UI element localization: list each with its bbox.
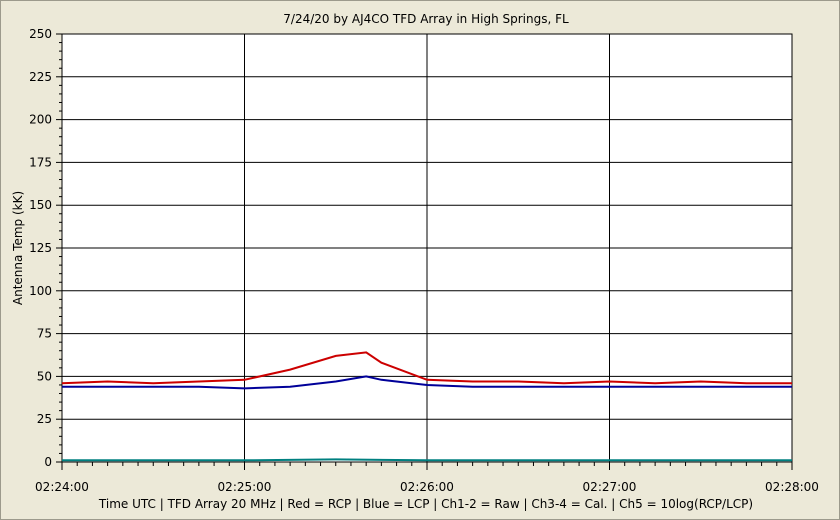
series-line-rcp [61,351,792,385]
y-tick-label: 175 [29,155,52,169]
y-tick-label: 250 [29,27,52,41]
x-tick-label: 02:26:00 [400,480,454,494]
y-tick-label: 150 [29,198,52,212]
y-axis: 0 25 50 75 100 125 150 175 200 225 250 [29,27,62,469]
y-tick-label: 50 [37,369,52,383]
y-axis-label: Antenna Temp (kK) [11,191,25,305]
x-tick-label: 02:28:00 [765,480,819,494]
series-line-lcp [62,375,792,390]
series-group [61,351,792,462]
chart-title: 7/24/20 by AJ4CO TFD Array in High Sprin… [283,12,569,26]
y-tick-label: 125 [29,241,52,255]
series-line-ch5 [62,458,792,462]
grid-lines [62,34,792,462]
y-tick-label: 0 [44,455,52,469]
x-tick-label: 02:27:00 [583,480,637,494]
y-tick-label: 100 [29,284,52,298]
y-tick-label: 225 [29,70,52,84]
y-tick-label: 200 [29,113,52,127]
x-axis-label: Time UTC | TFD Array 20 MHz | Red = RCP … [98,497,753,511]
x-tick-label: 02:24:00 [35,480,89,494]
y-tick-label: 25 [37,412,52,426]
x-axis: 02:24:00 02:25:00 02:26:00 02:27:00 02:28:00 [35,462,819,494]
x-tick-label: 02:25:00 [218,480,272,494]
y-tick-label: 75 [37,327,52,341]
